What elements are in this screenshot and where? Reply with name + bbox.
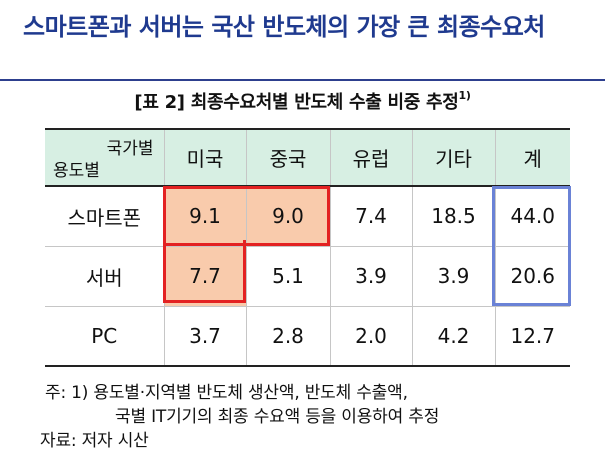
cell-pc-usa: 3.7 <box>163 305 247 367</box>
cell-smartphone-europe: 7.4 <box>329 185 413 247</box>
corner-label-country: 국가별 <box>106 139 154 159</box>
table-row: PC 3.7 2.8 2.0 4.2 12.7 <box>45 305 570 367</box>
caption-footnote-mark: 1) <box>458 89 471 102</box>
cell-pc-china: 2.8 <box>245 305 331 367</box>
cell-smartphone-total: 44.0 <box>494 185 570 247</box>
column-header-china: 중국 <box>245 128 331 187</box>
header-row: 국가별 용도별 미국 중국 유럽 기타 계 <box>45 128 570 187</box>
footnote-line-1: 주: 1) 용도별·지역별 반도체 생산액, 반도체 수출액, <box>45 383 408 403</box>
cell-server-europe: 3.9 <box>329 245 413 307</box>
footnote-line-2: 국별 IT기기의 최종 수요액 등을 이용하여 추정 <box>115 407 440 427</box>
table-caption: [표 2] 최종수요처별 반도체 수출 비중 추정1) <box>0 88 605 114</box>
column-header-usa: 미국 <box>163 128 247 187</box>
row-label-pc: PC <box>45 305 165 367</box>
page-title: 스마트폰과 서버는 국산 반도체의 가장 큰 최종수요처 <box>23 13 545 41</box>
corner-header-cell: 국가별 용도별 <box>45 128 165 187</box>
source-note: 자료: 저자 시산 <box>40 431 149 451</box>
export-share-table: 국가별 용도별 미국 중국 유럽 기타 계 스마트폰 9.1 9.0 7.4 1… <box>45 128 570 367</box>
title-divider <box>0 79 605 81</box>
caption-text: [표 2] 최종수요처별 반도체 수출 비중 추정 <box>134 92 459 113</box>
corner-label-usage: 용도별 <box>53 161 100 181</box>
cell-server-total: 20.6 <box>494 245 570 307</box>
footnotes: 주: 1) 용도별·지역별 반도체 생산액, 반도체 수출액, 국별 IT기기의… <box>40 381 440 453</box>
cell-server-usa: 7.7 <box>163 245 247 307</box>
column-header-europe: 유럽 <box>329 128 413 187</box>
row-label-server: 서버 <box>45 245 165 307</box>
cell-pc-total: 12.7 <box>494 305 570 367</box>
table-row: 서버 7.7 5.1 3.9 3.9 20.6 <box>45 245 570 307</box>
column-header-total: 계 <box>494 128 570 187</box>
cell-server-other: 3.9 <box>411 245 496 307</box>
column-header-other: 기타 <box>411 128 496 187</box>
table-row: 스마트폰 9.1 9.0 7.4 18.5 44.0 <box>45 185 570 247</box>
cell-pc-other: 4.2 <box>411 305 496 367</box>
row-label-smartphone: 스마트폰 <box>45 185 165 247</box>
cell-server-china: 5.1 <box>245 245 331 307</box>
cell-smartphone-china: 9.0 <box>245 185 331 247</box>
cell-smartphone-usa: 9.1 <box>163 185 247 247</box>
cell-smartphone-other: 18.5 <box>411 185 496 247</box>
cell-pc-europe: 2.0 <box>329 305 413 367</box>
